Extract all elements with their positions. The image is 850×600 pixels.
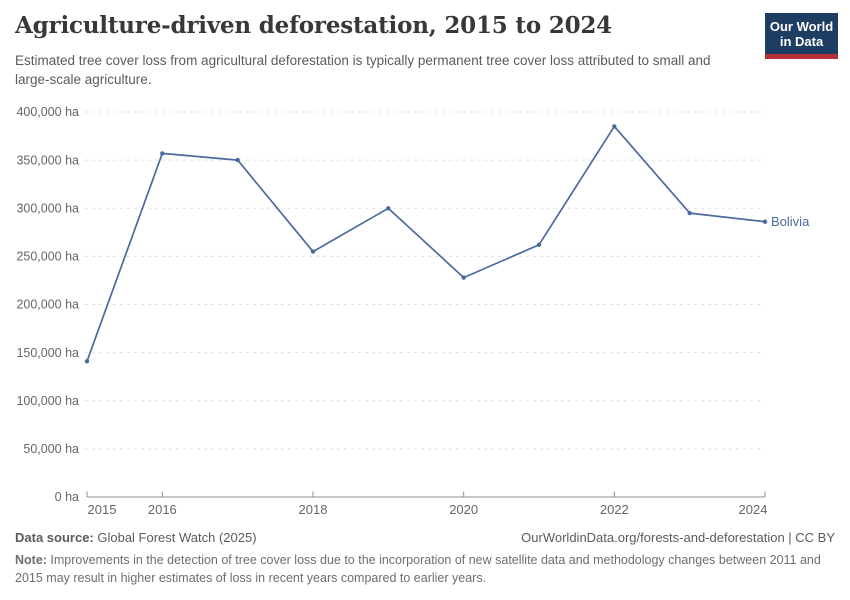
series-label-bolivia[interactable]: Bolivia xyxy=(771,214,810,229)
x-tick-label: 2020 xyxy=(449,502,478,517)
data-point-2017[interactable] xyxy=(235,157,240,163)
x-tick-label: 2022 xyxy=(600,502,629,517)
x-tick-label: 2018 xyxy=(299,502,328,517)
owid-logo-line2: in Data xyxy=(779,34,824,49)
citation-link[interactable]: OurWorldinData.org/forests-and-deforesta… xyxy=(521,530,835,545)
y-tick-label: 0 ha xyxy=(55,490,79,504)
data-point-2021[interactable] xyxy=(536,242,542,247)
data-source-label: Data source: xyxy=(15,530,94,545)
x-tick-label: 2015 xyxy=(88,502,117,517)
data-point-2018[interactable] xyxy=(310,249,316,254)
x-tick-label: 2016 xyxy=(148,502,177,517)
y-tick-label: 50,000 ha xyxy=(23,442,79,456)
chart-note-text: Improvements in the detection of tree co… xyxy=(15,553,821,586)
chart-note-label: Note: xyxy=(15,553,47,567)
data-source-value: Global Forest Watch (2025) xyxy=(93,530,257,545)
data-point-2015[interactable] xyxy=(84,359,90,364)
chart-note: Note: Improvements in the detection of t… xyxy=(15,551,836,587)
footer-source-row: Data source: Global Forest Watch (2025) … xyxy=(15,530,835,545)
chart-subtitle: Estimated tree cover loss from agricultu… xyxy=(15,53,711,88)
data-point-2019[interactable] xyxy=(386,206,391,211)
y-tick-label: 350,000 ha xyxy=(16,153,79,167)
data-point-2024[interactable] xyxy=(762,219,768,224)
trend-line-bolivia[interactable] xyxy=(86,125,766,363)
data-point-2020[interactable] xyxy=(461,275,466,280)
data-point-2023[interactable] xyxy=(687,210,692,216)
owid-logo-line1: Our World xyxy=(769,19,834,34)
y-tick-label: 300,000 ha xyxy=(16,201,79,215)
data-source: Data source: Global Forest Watch (2025) xyxy=(15,530,257,545)
data-point-2016[interactable] xyxy=(160,151,165,156)
page-title: Agriculture-driven deforestation, 2015 t… xyxy=(15,12,612,39)
y-tick-label: 200,000 ha xyxy=(16,298,79,312)
y-tick-label: 100,000 ha xyxy=(16,394,79,408)
owid-logo[interactable]: Our World in Data xyxy=(765,13,838,59)
data-point-2022[interactable] xyxy=(612,124,617,129)
y-tick-label: 250,000 ha xyxy=(16,250,79,264)
x-tick-label: 2024 xyxy=(739,502,768,517)
y-tick-label: 150,000 ha xyxy=(16,346,79,360)
y-tick-label: 400,000 ha xyxy=(16,105,79,119)
